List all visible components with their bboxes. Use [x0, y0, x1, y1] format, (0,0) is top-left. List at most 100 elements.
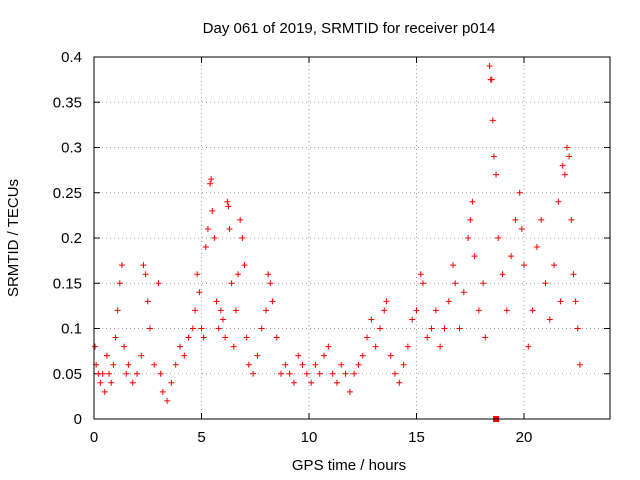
- data-point: [235, 271, 242, 278]
- data-point: [273, 334, 280, 341]
- data-point: [220, 316, 226, 323]
- data-point: [437, 343, 444, 350]
- data-point: [529, 307, 536, 314]
- data-point: [452, 280, 459, 287]
- data-point: [226, 225, 233, 232]
- data-point: [125, 361, 132, 368]
- data-point: [346, 388, 353, 395]
- data-point: [387, 352, 394, 359]
- y-tick-label: 0.15: [53, 275, 82, 292]
- data-point: [555, 198, 562, 205]
- data-point: [559, 162, 566, 169]
- data-point: [488, 76, 495, 83]
- data-point: [295, 352, 302, 359]
- axis-ticks: 0 5 10 15 20 0 0.05 0.1 0.15 0.2 0.25 0.3 0.35 0.4: [53, 49, 610, 446]
- data-point: [209, 207, 216, 214]
- data-point: [538, 216, 545, 223]
- y-tick-label: 0.25: [53, 185, 82, 202]
- data-point: [112, 334, 119, 341]
- data-point: [351, 370, 358, 377]
- data-point: [232, 307, 239, 314]
- chart-title: Day 061 of 2019, SRMTID for receiver p01…: [203, 20, 496, 37]
- x-tick-label: 10: [301, 429, 318, 446]
- data-point: [417, 271, 424, 278]
- data-point: [299, 361, 306, 368]
- data-point: [225, 203, 232, 210]
- data-point: [155, 280, 162, 287]
- data-point: [92, 343, 99, 350]
- data-point: [368, 316, 375, 323]
- data-point: [564, 144, 570, 151]
- data-point: [376, 325, 383, 332]
- data-points: [92, 63, 583, 422]
- data-point: [254, 352, 261, 359]
- data-point: [97, 379, 104, 386]
- data-point: [383, 298, 390, 305]
- data-point: [503, 307, 510, 314]
- data-point: [521, 262, 527, 269]
- data-point: [269, 298, 276, 305]
- data-point: [250, 370, 257, 377]
- data-point: [329, 370, 336, 377]
- data-point: [116, 280, 123, 287]
- data-point: [142, 271, 149, 278]
- data-point: [533, 244, 540, 251]
- x-axis-label: GPS time / hours: [292, 457, 406, 474]
- data-point: [400, 361, 407, 368]
- data-point: [490, 153, 497, 160]
- data-point: [213, 298, 220, 305]
- data-point: [409, 316, 416, 323]
- data-point: [561, 171, 568, 178]
- data-point: [286, 370, 293, 377]
- data-point: [172, 361, 179, 368]
- data-point: [525, 343, 532, 350]
- data-point: [512, 216, 519, 223]
- data-point: [290, 379, 297, 386]
- data-point: [467, 216, 474, 223]
- y-tick-label: 0.3: [61, 140, 82, 157]
- data-point: [419, 280, 426, 287]
- data-point: [486, 63, 493, 70]
- data-point: [134, 370, 140, 377]
- data-point: [241, 262, 248, 269]
- data-point: [465, 235, 472, 241]
- data-point: [181, 352, 188, 359]
- data-point: [381, 307, 388, 314]
- data-point: [342, 370, 349, 377]
- data-point: [129, 379, 136, 386]
- data-point: [146, 325, 153, 332]
- data-point: [428, 325, 435, 332]
- x-tick-label: 15: [408, 429, 425, 446]
- data-point: [316, 370, 323, 377]
- data-point: [157, 370, 164, 377]
- data-point: [542, 280, 549, 287]
- data-point: [489, 117, 496, 124]
- data-point: [140, 262, 147, 269]
- data-point: [196, 289, 203, 296]
- data-point: [164, 397, 171, 404]
- data-point: [215, 325, 222, 332]
- data-point: [404, 343, 411, 350]
- data-point: [475, 307, 482, 314]
- data-point: [192, 307, 199, 314]
- y-tick-label: 0.4: [61, 49, 82, 66]
- data-point: [243, 334, 250, 341]
- data-point: [572, 298, 579, 305]
- data-point: [432, 307, 439, 314]
- data-point: [450, 262, 457, 269]
- y-tick-label: 0: [74, 411, 82, 428]
- y-tick-label: 0.1: [61, 321, 82, 338]
- data-point: [471, 253, 478, 260]
- data-point: [110, 361, 117, 368]
- y-tick-label: 0.2: [61, 230, 82, 247]
- data-point: [263, 307, 269, 314]
- data-point: [445, 298, 452, 305]
- data-point: [333, 379, 340, 386]
- data-point: [372, 343, 379, 350]
- x-tick-label: 5: [197, 429, 205, 446]
- data-point: [265, 271, 272, 278]
- data-point: [282, 361, 289, 368]
- data-point: [228, 280, 235, 287]
- data-point: [516, 189, 523, 196]
- data-point: [239, 235, 246, 241]
